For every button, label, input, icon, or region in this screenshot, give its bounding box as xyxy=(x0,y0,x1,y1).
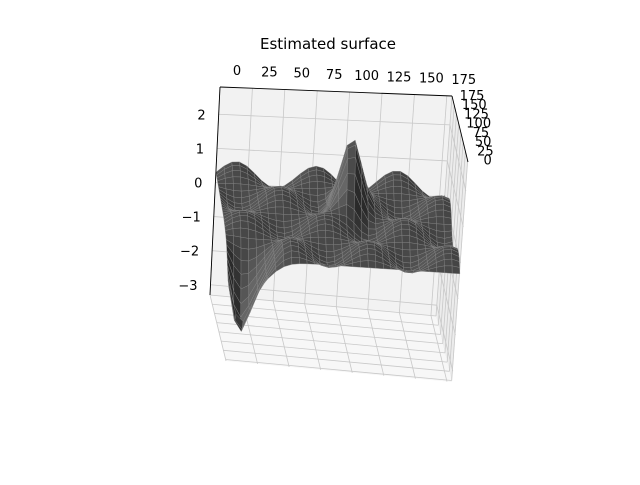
surface-facet xyxy=(241,237,249,249)
surface-facet xyxy=(444,217,452,225)
surface-facet xyxy=(402,250,410,258)
surface-facet xyxy=(368,261,376,269)
surface-facet xyxy=(233,177,241,184)
surface-facet xyxy=(401,224,409,229)
x-tick-label-7: 175 xyxy=(451,73,476,88)
surface-facet xyxy=(436,204,444,210)
surface-facet xyxy=(240,221,248,229)
x-tick-label-1: 25 xyxy=(261,65,278,80)
surface-facet xyxy=(310,188,318,195)
surface-facet xyxy=(436,210,444,217)
surface-facet xyxy=(283,207,291,215)
surface-facet xyxy=(249,238,257,249)
surface-facet xyxy=(402,235,410,242)
surface-facet xyxy=(394,193,402,201)
surface-facet xyxy=(276,207,284,214)
surface-facet xyxy=(444,259,452,266)
surface-facet xyxy=(275,194,283,200)
surface-facet xyxy=(276,214,284,222)
surface-facet xyxy=(241,184,249,191)
x-tick-label-5: 125 xyxy=(387,70,412,85)
z-tick-label-3: −1 xyxy=(182,211,201,226)
surface-facet xyxy=(437,266,445,273)
surface-facet xyxy=(291,251,299,258)
y-tick-label-7: 0 xyxy=(484,154,492,169)
surface-facet xyxy=(435,200,443,205)
z-tick-label-5: −3 xyxy=(178,279,197,294)
z-tick-label-4: −2 xyxy=(180,245,199,260)
surface-facet xyxy=(284,214,292,221)
z-tick-label-0: 2 xyxy=(197,108,205,123)
surface-facet xyxy=(444,253,452,259)
surface-facet xyxy=(326,237,334,245)
surface-facet xyxy=(347,157,355,174)
surface-facet xyxy=(241,228,249,238)
surface-facet xyxy=(393,180,401,187)
surface-facet xyxy=(333,238,341,245)
surface-facet xyxy=(403,256,411,263)
surface-facet xyxy=(326,245,334,252)
z-tick-label-1: 1 xyxy=(196,142,204,157)
x-tick-label-0: 0 xyxy=(233,64,241,79)
surface-facet xyxy=(318,237,326,244)
surface-facet xyxy=(436,217,444,225)
surface-facet xyxy=(317,181,325,188)
surface-facet xyxy=(444,224,452,231)
surface-facet xyxy=(268,207,276,214)
surface-facet xyxy=(401,221,409,225)
z-tick-label-2: 0 xyxy=(194,176,202,191)
surface-facet xyxy=(347,174,355,193)
surface-facet xyxy=(410,243,418,250)
surface-facet xyxy=(241,248,249,261)
surface-facet xyxy=(310,181,318,188)
surface-facet xyxy=(436,224,444,232)
surface-facet xyxy=(368,254,376,261)
surface-facet xyxy=(232,166,240,171)
surface-facet xyxy=(428,217,436,224)
surface-facet xyxy=(233,171,241,177)
surface-facet xyxy=(241,261,249,275)
x-tick-label-3: 75 xyxy=(326,68,343,83)
surface-facet xyxy=(232,162,240,166)
surface-facet xyxy=(402,194,410,201)
surface-facet xyxy=(275,200,283,207)
surface-facet xyxy=(233,184,241,192)
x-tick-label-2: 50 xyxy=(294,67,311,82)
surface-facet xyxy=(394,201,402,209)
x-tick-label-4: 100 xyxy=(354,69,379,84)
surface-facet xyxy=(393,175,401,180)
surface-facet xyxy=(234,197,242,204)
surface-facet xyxy=(240,215,248,221)
chart-title: Estimated surface xyxy=(260,35,396,53)
surface-facet xyxy=(402,242,410,250)
surface-facet xyxy=(394,207,402,214)
surface-facet xyxy=(393,171,401,175)
surface-facet xyxy=(402,229,410,236)
surface-facet xyxy=(394,186,402,194)
surface-facet xyxy=(318,230,326,237)
surface-facet xyxy=(326,230,334,238)
surface-facet xyxy=(444,266,452,274)
surface-facet xyxy=(292,257,300,264)
x-tick-label-6: 150 xyxy=(419,72,444,87)
surface-facet xyxy=(234,191,242,198)
surface-facet xyxy=(360,261,368,268)
surface-facet xyxy=(309,175,317,182)
